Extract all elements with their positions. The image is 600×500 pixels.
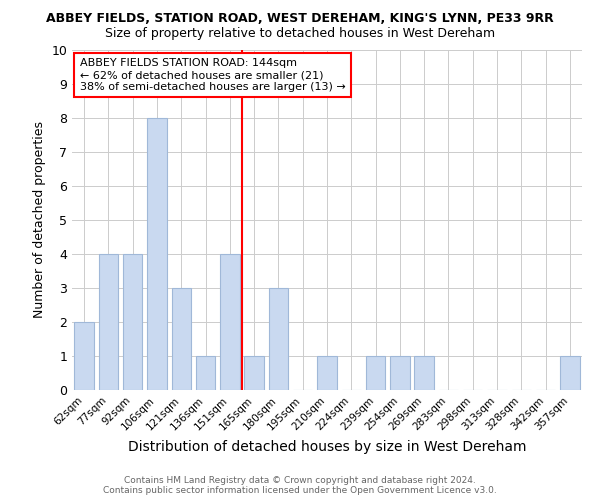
Bar (74, 322, 94, 390)
Bar (196, 356, 215, 390)
Bar (390, 356, 410, 390)
Text: Contains HM Land Registry data © Crown copyright and database right 2024.
Contai: Contains HM Land Registry data © Crown c… (103, 476, 497, 495)
Bar (366, 356, 385, 390)
Bar (244, 356, 264, 390)
Bar (172, 288, 191, 390)
Bar (415, 356, 434, 390)
Bar (123, 254, 142, 390)
Bar (560, 356, 580, 390)
Text: Size of property relative to detached houses in West Dereham: Size of property relative to detached ho… (105, 28, 495, 40)
Bar (317, 356, 337, 390)
Bar (269, 288, 288, 390)
Bar (147, 118, 167, 390)
Bar (220, 254, 239, 390)
X-axis label: Distribution of detached houses by size in West Dereham: Distribution of detached houses by size … (128, 440, 526, 454)
Text: ABBEY FIELDS STATION ROAD: 144sqm
← 62% of detached houses are smaller (21)
38% : ABBEY FIELDS STATION ROAD: 144sqm ← 62% … (80, 58, 346, 92)
Y-axis label: Number of detached properties: Number of detached properties (33, 122, 46, 318)
Bar (99, 254, 118, 390)
Text: ABBEY FIELDS, STATION ROAD, WEST DEREHAM, KING'S LYNN, PE33 9RR: ABBEY FIELDS, STATION ROAD, WEST DEREHAM… (46, 12, 554, 26)
